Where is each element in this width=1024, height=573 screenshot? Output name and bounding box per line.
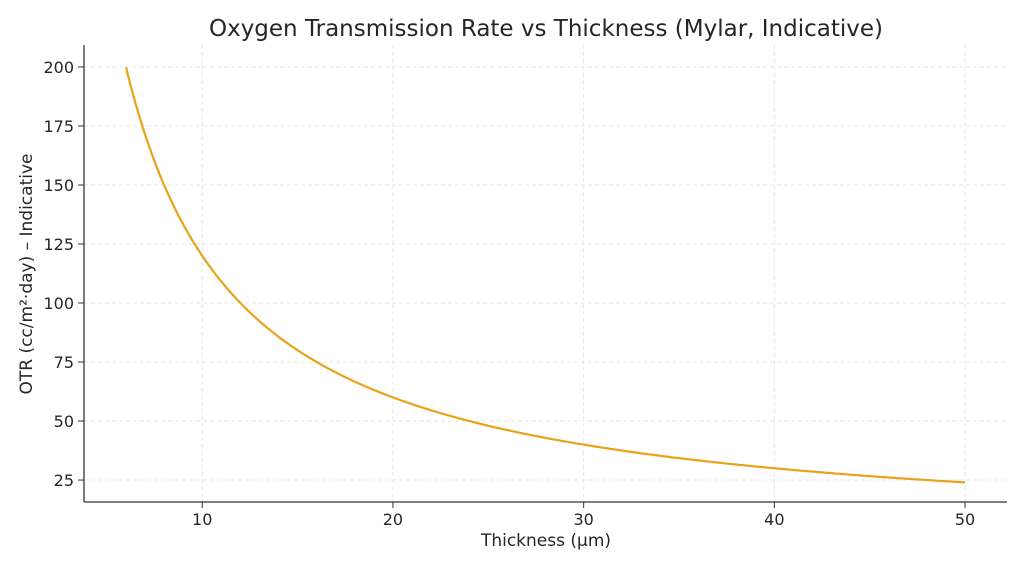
y-tick-label: 125 <box>43 235 74 254</box>
x-tick-label: 50 <box>955 510 975 529</box>
y-tick-label: 25 <box>54 471 74 490</box>
y-tick-label: 50 <box>54 412 74 431</box>
grid <box>84 45 1007 502</box>
y-tick-label: 75 <box>54 353 74 372</box>
y-tick-label: 100 <box>43 294 74 313</box>
x-tick-label: 20 <box>383 510 403 529</box>
x-tick-label: 30 <box>573 510 593 529</box>
y-tick-label: 200 <box>43 58 74 77</box>
x-tick-label: 40 <box>764 510 784 529</box>
y-tick-label: 175 <box>43 117 74 136</box>
chart-title: Oxygen Transmission Rate vs Thickness (M… <box>209 16 883 42</box>
series-line <box>124 66 966 484</box>
ticks: 10 20 30 40 50 25 50 75 100 125 150 175 200 <box>43 58 975 529</box>
y-axis-label: OTR (cc/m²·day) – Indicative <box>17 154 37 395</box>
x-tick-label: 10 <box>192 510 212 529</box>
y-tick-label: 150 <box>43 176 74 195</box>
x-axis-label: Thickness (µm) <box>480 531 611 551</box>
